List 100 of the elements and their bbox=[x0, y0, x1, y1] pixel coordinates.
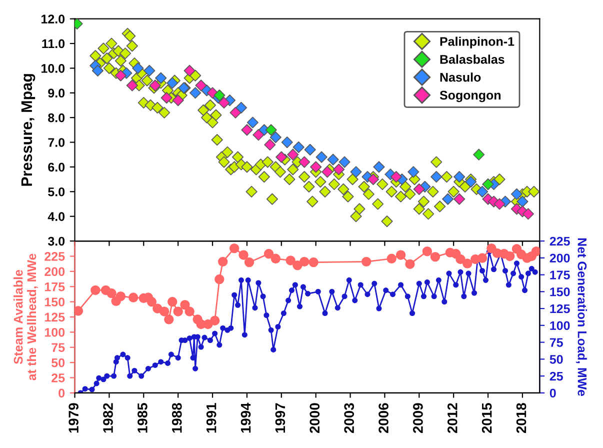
point bbox=[180, 300, 190, 310]
point bbox=[462, 258, 472, 268]
point bbox=[203, 319, 213, 330]
point bbox=[92, 64, 104, 76]
x-tick-label: 1982 bbox=[103, 403, 113, 433]
point bbox=[456, 254, 466, 264]
point bbox=[430, 171, 442, 183]
x-tick-label: 2018 bbox=[516, 403, 526, 434]
y2-tick-label: 25 bbox=[550, 372, 563, 381]
y-tick-label: 11.0 bbox=[42, 39, 65, 48]
x-tick-label: 1979 bbox=[68, 403, 78, 433]
point bbox=[504, 251, 515, 262]
y-tick-label: 4.0 bbox=[48, 212, 65, 221]
point bbox=[173, 306, 183, 316]
y2-tick-label: 200 bbox=[550, 254, 570, 263]
point bbox=[442, 193, 454, 205]
point bbox=[477, 253, 488, 263]
x-tick-label: 2000 bbox=[310, 403, 320, 434]
point bbox=[146, 296, 157, 307]
point bbox=[144, 64, 156, 76]
point bbox=[172, 94, 184, 106]
point bbox=[494, 198, 506, 210]
y-axis-title: Steam Available at the Wellhead, MWe bbox=[14, 254, 38, 380]
point bbox=[132, 62, 144, 74]
point bbox=[304, 144, 316, 156]
point bbox=[184, 306, 194, 316]
y-tick-label: 175 bbox=[44, 282, 65, 292]
point bbox=[531, 246, 540, 256]
y2-tick-label: 0 bbox=[550, 388, 556, 398]
point bbox=[160, 92, 172, 104]
point bbox=[298, 156, 310, 168]
point bbox=[270, 132, 282, 144]
point bbox=[128, 292, 138, 302]
point bbox=[338, 156, 350, 168]
x-tick-label: 2003 bbox=[344, 403, 354, 434]
point bbox=[190, 87, 202, 99]
point bbox=[218, 96, 230, 109]
point bbox=[106, 288, 116, 298]
point bbox=[408, 166, 420, 178]
x-tick-label: 2006 bbox=[378, 403, 388, 434]
point bbox=[265, 124, 277, 136]
point bbox=[390, 171, 402, 183]
point bbox=[367, 174, 380, 186]
point bbox=[230, 106, 242, 118]
point bbox=[516, 196, 528, 208]
x-tick-label: 1994 bbox=[240, 402, 251, 433]
point bbox=[235, 102, 248, 114]
legend-label: Sogongon bbox=[440, 90, 501, 102]
y-tick-label: 3.0 bbox=[48, 236, 65, 246]
point bbox=[214, 274, 224, 284]
point bbox=[373, 161, 385, 173]
x-tick-label: 1997 bbox=[275, 403, 286, 433]
y-tick-label: 6.0 bbox=[48, 162, 65, 172]
point bbox=[333, 164, 345, 176]
y2-tick-label: 175 bbox=[550, 270, 570, 280]
point bbox=[252, 129, 264, 141]
point bbox=[473, 148, 485, 160]
y2-tick-label: 125 bbox=[550, 304, 570, 314]
point bbox=[361, 256, 372, 267]
point bbox=[430, 252, 440, 262]
point bbox=[246, 116, 258, 128]
point bbox=[454, 193, 466, 205]
point bbox=[292, 260, 302, 270]
x-tick-label: 1991 bbox=[206, 403, 216, 433]
point bbox=[270, 254, 281, 264]
y-tick-label: 12.0 bbox=[42, 14, 65, 24]
point bbox=[166, 77, 178, 89]
point bbox=[413, 183, 425, 195]
point bbox=[114, 70, 126, 82]
point bbox=[310, 161, 322, 173]
point bbox=[396, 250, 406, 260]
point bbox=[238, 250, 248, 260]
legend-label: Palinpinon-1 bbox=[440, 36, 514, 48]
point bbox=[229, 243, 240, 254]
point bbox=[422, 246, 432, 256]
y-tick-label: 0 bbox=[58, 388, 65, 398]
y2-tick-label: 75 bbox=[550, 338, 563, 347]
y2-tick-label: 150 bbox=[550, 287, 570, 296]
x-tick-label: 1988 bbox=[172, 403, 182, 433]
point bbox=[155, 72, 167, 84]
point bbox=[299, 256, 310, 267]
y-tick-label: 50 bbox=[52, 358, 65, 368]
y-tick-label: 75 bbox=[52, 343, 65, 352]
y-tick-label: 10.0 bbox=[42, 64, 65, 73]
point bbox=[116, 291, 126, 302]
point bbox=[281, 136, 293, 148]
point bbox=[264, 138, 276, 151]
x-tick-label: 2015 bbox=[482, 403, 492, 434]
point bbox=[454, 171, 466, 183]
y-tick-label: 225 bbox=[44, 252, 65, 261]
y2-tick-label: 100 bbox=[550, 321, 570, 330]
y-axis-title: Pressure, Mpag bbox=[21, 74, 36, 186]
x-tick-label: 2009 bbox=[413, 403, 423, 434]
y2-tick-label: 50 bbox=[550, 354, 563, 364]
y-tick-label: 150 bbox=[44, 298, 65, 306]
y-tick-label: 200 bbox=[44, 267, 65, 276]
point bbox=[214, 90, 226, 102]
point bbox=[287, 148, 299, 160]
x-tick-label: 1985 bbox=[138, 403, 148, 433]
point bbox=[218, 256, 228, 267]
